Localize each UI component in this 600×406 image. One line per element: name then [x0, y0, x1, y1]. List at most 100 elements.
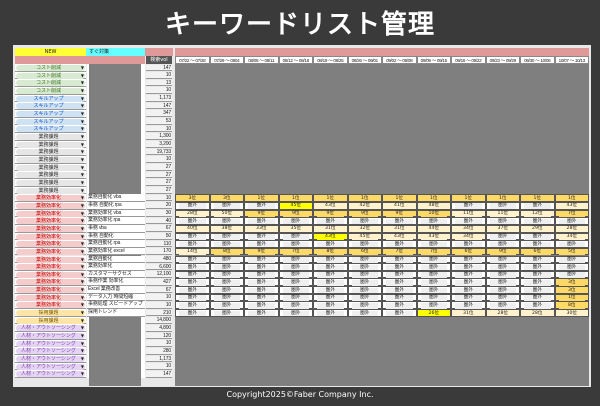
category-dropdown[interactable]: 業務効率化 ▼: [16, 287, 85, 294]
rank-value: 10位: [420, 211, 447, 217]
rank-value: 圏外: [179, 234, 206, 240]
category-dropdown[interactable]: 人材・アウトソーシング ▼: [16, 333, 85, 340]
category-dropdown[interactable]: 業務課題 ▼: [16, 164, 85, 171]
keyword-cell[interactable]: 業務効率化 rpa: [87, 217, 145, 225]
category-dropdown[interactable]: 業務課題 ▼: [16, 172, 85, 179]
keyword-cell[interactable]: 業務効率化 excel: [87, 247, 145, 256]
keyword-cell[interactable]: 業務自動化 rpa: [87, 240, 145, 248]
keyword-edge: [141, 171, 145, 179]
table-row: 業務効率化 ▼ 業務効率化 vba 30: [13, 209, 175, 218]
category-dropdown[interactable]: 業務課題 ▼: [16, 149, 85, 156]
category-dropdown[interactable]: 業務効率化 ▼: [16, 218, 85, 225]
category-dropdown[interactable]: 業務課題 ▼: [16, 179, 85, 186]
category-dropdown[interactable]: コスト削減 ▼: [16, 87, 85, 94]
category-dropdown[interactable]: 業務効率化 ▼: [16, 302, 85, 309]
rank-cell: 圏外: [175, 286, 210, 294]
category-label: 業務課題: [38, 187, 59, 194]
category-dropdown[interactable]: 人材・アウトソーシング ▼: [16, 371, 85, 378]
keyword-cell[interactable]: 採用トレンド: [87, 309, 145, 317]
chevron-down-icon: ▼: [80, 72, 84, 78]
category-dropdown[interactable]: 人材・アウトソーシング ▼: [16, 340, 85, 347]
rank-value: 1位: [317, 195, 344, 202]
rank-cell: 圏外: [485, 286, 520, 294]
keyword-edge: [87, 148, 89, 156]
keyword-cell[interactable]: 事務処理 スピードアップ: [87, 301, 145, 310]
category-dropdown[interactable]: 業務課題 ▼: [16, 133, 85, 140]
rank-cell: 圏外: [485, 293, 520, 302]
rank-value: 42位: [351, 203, 378, 210]
category-dropdown[interactable]: スキルアップ ▼: [16, 110, 85, 117]
rank-value: 圏外: [317, 310, 344, 317]
category-dropdown[interactable]: 人材・アウトソーシング ▼: [16, 363, 85, 370]
category-dropdown[interactable]: コスト削減 ▼: [16, 65, 85, 71]
keyword-cell[interactable]: 業務自動化: [87, 255, 145, 264]
category-dropdown[interactable]: 業務効率化 ▼: [16, 248, 85, 255]
category-dropdown[interactable]: スキルアップ ▼: [16, 126, 85, 133]
category-dropdown[interactable]: 業務課題 ▼: [16, 156, 85, 163]
rank-cell: 圏外: [175, 255, 210, 264]
category-dropdown[interactable]: スキルアップ ▼: [16, 103, 85, 110]
rank-value: 圏外: [558, 218, 585, 225]
keyword-cell[interactable]: 事務 自動化: [87, 232, 145, 241]
category-dropdown[interactable]: 業務課題 ▼: [16, 187, 85, 194]
category-dropdown[interactable]: コスト削減 ▼: [16, 80, 85, 87]
keyword-cell[interactable]: 業務自動化 vba: [87, 194, 145, 202]
table-row: スキルアップ ▼ 1,173: [13, 94, 175, 103]
rank-value: 圏外: [489, 257, 516, 263]
category-dropdown[interactable]: 業務効率化 ▼: [16, 294, 85, 301]
keyword-cell[interactable]: 業務効率化: [87, 263, 145, 271]
category-dropdown[interactable]: 業務効率化 ▼: [16, 195, 85, 202]
category-dropdown[interactable]: 業務効率化 ▼: [16, 210, 85, 217]
rank-value: 29位: [524, 226, 551, 233]
keyword-edge: [141, 86, 145, 95]
category-dropdown[interactable]: スキルアップ ▼: [16, 95, 85, 102]
rank-value: 圏外: [351, 257, 378, 263]
category-dropdown[interactable]: 業務効率化 ▼: [16, 256, 85, 263]
category-dropdown[interactable]: 人材・アウトソーシング ▼: [16, 356, 85, 363]
keyword-cell[interactable]: 事務 vba: [87, 224, 145, 233]
category-dropdown[interactable]: 採用課題 ▼: [16, 317, 85, 324]
rank-value: 圏外: [524, 287, 551, 294]
category-dropdown[interactable]: 人材・アウトソーシング ▼: [16, 325, 85, 332]
rank-value: 9位: [489, 249, 516, 255]
rank-cell: 26位: [416, 309, 451, 317]
search-volume: 67: [146, 286, 172, 294]
category-label: 業務課題: [38, 164, 59, 171]
category-dropdown[interactable]: コスト削減 ▼: [16, 72, 85, 79]
rank-value: 圏外: [386, 302, 413, 309]
rank-cell: 圏外: [244, 263, 279, 271]
category-dropdown[interactable]: 業務効率化 ▼: [16, 279, 85, 286]
table-row: コスト削減 ▼ 10: [13, 71, 175, 80]
category-dropdown[interactable]: 業務効率化 ▼: [16, 264, 85, 271]
category-dropdown[interactable]: 人材・アウトソーシング ▼: [16, 348, 85, 355]
category-dropdown[interactable]: スキルアップ ▼: [16, 118, 85, 125]
category-dropdown[interactable]: 採用課題 ▼: [16, 310, 85, 317]
keyword-cell[interactable]: 事務 自動化 rpa: [87, 201, 145, 210]
keyword-cell[interactable]: データ入力 時間短縮: [87, 293, 145, 302]
chevron-down-icon: ▼: [80, 87, 84, 93]
category-dropdown[interactable]: 業務効率化 ▼: [16, 233, 85, 240]
rank-value: 圏外: [282, 279, 309, 286]
keyword-cell[interactable]: 業務効率化 vba: [87, 209, 145, 218]
category-dropdown[interactable]: 業務課題 ▼: [16, 141, 85, 148]
category-dropdown[interactable]: 業務効率化 ▼: [16, 241, 85, 248]
rank-cell: 5位: [554, 247, 589, 256]
rank-cell: 圏外: [382, 286, 417, 294]
rank-value: 圏外: [351, 264, 378, 271]
category-dropdown[interactable]: 業務効率化 ▼: [16, 202, 85, 209]
rank-cell: 29位: [520, 224, 555, 233]
rank-cell: 43位: [554, 201, 589, 210]
rank-cell: 圏外: [485, 255, 520, 264]
keyword-cell[interactable]: 事務作業 効率化: [87, 278, 145, 287]
table-row: 業務課題 ▼ 27: [13, 186, 175, 195]
chevron-down-icon: ▼: [80, 164, 84, 170]
rank-cell: 30位: [554, 309, 589, 317]
keyword-cell[interactable]: Excel 業務改善: [87, 286, 145, 294]
category-dropdown[interactable]: 業務効率化 ▼: [16, 271, 85, 278]
rank-cell: 7位: [554, 209, 589, 218]
keyword-cell[interactable]: カスタマーサクセス: [87, 270, 145, 279]
rank-cell: 圏外: [244, 255, 279, 264]
category-dropdown[interactable]: 業務効率化 ▼: [16, 225, 85, 232]
rank-value: 圏外: [351, 295, 378, 301]
rank-cell: 44位: [416, 224, 451, 233]
